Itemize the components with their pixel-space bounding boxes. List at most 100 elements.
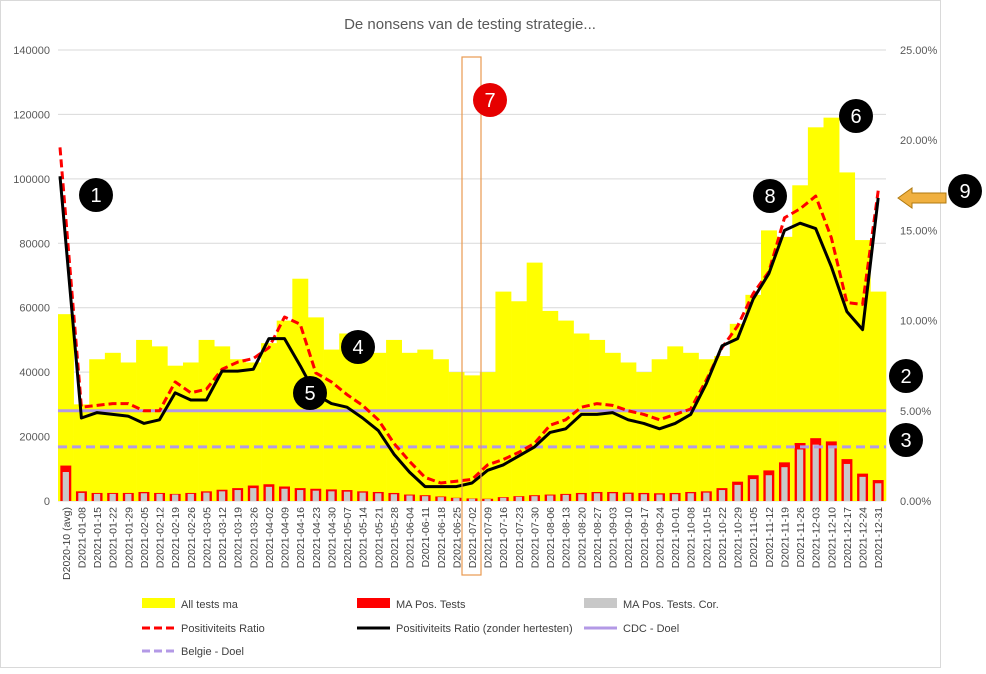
all-tests-bar [198,339,215,501]
pos-tests-cor-bar [781,467,788,501]
pos-tests-cor-bar [437,497,444,501]
pos-tests-cor-bar [546,495,554,501]
annotation-marker [753,179,787,213]
pos-tests-cor-bar [609,493,616,501]
pos-tests-cor-bar [250,488,257,501]
all-tests-bar [714,356,731,501]
annotation-label: 9 [959,181,970,203]
x-tick-label: D2021-06-04 [405,507,417,568]
all-tests-bar [448,372,465,501]
all-tests-bar [776,236,793,502]
x-tick-label: D2021-11-19 [779,507,791,568]
x-tick-label: D2021-03-05 [201,507,213,568]
pos-tests-cor-bar [375,493,382,501]
positivity-ratio-no-retest-line [58,176,880,489]
left-tick-label: 20000 [19,432,50,444]
x-axis-ticks: D2020-10 (avg) D2021-01-08 D2021-01-15 D202… [61,507,885,580]
x-tick-label: D2021-02-12 [155,507,167,568]
x-tick-label: D2021-11-12 [764,507,776,568]
all-tests-bar [151,346,168,501]
all-tests-bar [417,349,434,501]
highlight-box [461,56,482,576]
pos-tests-cor-bar [203,492,210,501]
legend-swatch [142,598,175,608]
pos-tests-cor-bar [328,491,335,501]
annotation-marker [889,359,923,393]
pos-tests-cor-bar [843,463,851,501]
right-axis-ticks: 0.00% 5.00% 10.00% 15.00% 20.00% 25.00% [900,45,938,508]
all-tests-bar [214,346,231,501]
pos-tests-cor-bar [531,496,538,501]
pos-tests-cor-bar [93,493,101,501]
x-tick-label: D2021-10-15 [701,507,713,568]
pos-tests-cor-bar [687,493,694,501]
x-tick-label: D2021-05-07 [342,507,354,568]
left-axis-ticks: 0 20000 40000 60000 80000 100000 120000 140000 [13,45,50,508]
legend: All tests ma MA Pos. Tests MA Pos. Tests. … [142,598,719,658]
all-tests-bar [370,352,387,501]
annotation-marker [293,376,327,410]
all-tests-bar [261,343,278,501]
pos-tests-cor-bar [640,494,647,501]
x-tick-label: D2021-04-23 [311,507,323,568]
pos-tests-cor-bar [671,494,679,501]
legend-swatch [357,598,390,608]
pos-tests-cor-bar [218,491,226,501]
all-tests-bar [120,362,137,501]
pos-tests-cor-bar [578,494,585,501]
all-tests-bar [839,172,856,501]
x-tick-label: D2021-07-16 [498,507,510,568]
x-tick-label: D2021-02-05 [139,507,151,568]
all-tests-bar [386,339,402,501]
all-tests-bar [479,372,496,501]
pos-tests-cor-bar [656,494,663,501]
pos-tests-cor-bar [281,488,288,501]
all-tests-bar [698,359,715,501]
pos-tests-cor-bar [859,476,866,501]
left-tick-label: 120000 [13,109,50,121]
annotation-label: 6 [850,106,861,128]
pos-tests-cor-bar [734,484,741,501]
annotation-label: 2 [900,366,911,388]
all-tests-bar [682,352,699,501]
all-tests-bar [104,352,121,501]
pos-tests-cor-bar [406,495,413,501]
x-tick-label: D2021-06-18 [436,507,448,568]
all-tests-bar [807,127,824,502]
x-tick-label: D2021-09-10 [623,507,635,568]
x-tick-label: D2020-10 (avg) [61,507,73,580]
annotation-marker [839,99,873,133]
x-tick-label: D2021-08-06 [545,507,557,568]
pos-tests-cor-bar [62,472,69,501]
pos-tests-cor-bar [828,447,835,501]
right-tick-label: 0.00% [900,496,931,508]
pos-tests-cor-bar [109,493,116,501]
x-tick-label: D2021-08-13 [561,507,573,568]
left-tick-label: 80000 [19,238,50,250]
all-tests-bar [354,356,371,501]
left-tick-label: 140000 [13,45,50,57]
all-tests-bar [745,294,762,501]
target-lines [58,409,886,449]
x-tick-label: D2021-12-24 [858,507,870,568]
annotation-marker [889,423,923,457]
legend-label: All tests ma [181,599,239,611]
annotation-label: 3 [900,430,911,452]
annotations: 1 2 3 4 5 6 7 8 9 [79,56,982,576]
x-tick-label: D2021-09-17 [639,507,651,568]
pos-tests-cor-bar [359,492,366,501]
right-tick-label: 20.00% [900,135,938,147]
pos-tests-cor-bar [390,494,398,501]
pos-tests-cor-bars [62,444,882,501]
arrow-icon [897,187,947,209]
pos-tests-cor-bar [125,493,132,501]
all-tests-bar [245,362,262,501]
annotation-label: 7 [484,90,495,112]
chart-title: De nonsens van de testing strategie... [344,16,596,33]
x-tick-label: D2021-10-08 [686,507,698,568]
pos-tests-cor-bar [78,492,85,501]
x-tick-label: D2021-05-28 [389,507,401,568]
x-tick-label: D2021-06-11 [420,507,432,568]
all-tests-bar [604,352,621,501]
